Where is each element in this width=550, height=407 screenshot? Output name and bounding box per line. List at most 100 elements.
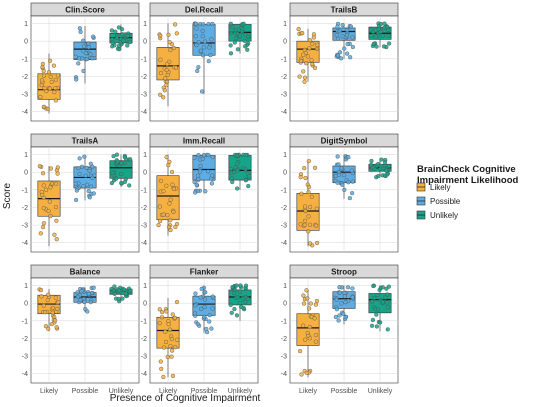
data-point: [169, 336, 174, 342]
data-point: [52, 89, 57, 95]
data-point: [205, 330, 210, 335]
data-point: [169, 169, 175, 175]
data-point: [112, 284, 117, 289]
data-point: [196, 40, 201, 45]
box-likely: [37, 287, 61, 332]
data-point: [375, 162, 381, 167]
data-point: [53, 318, 58, 323]
data-point: [345, 51, 350, 56]
data-point: [345, 41, 350, 47]
box-unlikely: [368, 283, 392, 332]
y-tick-label: -4: [281, 109, 287, 116]
data-point: [164, 67, 169, 73]
data-point: [305, 296, 310, 301]
data-point: [350, 179, 355, 184]
data-point: [83, 173, 88, 178]
data-point: [303, 208, 308, 214]
data-point: [203, 189, 208, 194]
data-point: [337, 29, 342, 34]
data-point: [196, 65, 201, 70]
data-point: [337, 290, 342, 295]
data-point: [241, 21, 246, 26]
data-point: [210, 21, 215, 27]
data-point: [338, 56, 344, 61]
data-point: [374, 324, 379, 329]
data-point: [38, 231, 43, 236]
data-point: [210, 173, 215, 178]
box-likely: [296, 159, 320, 248]
data-point: [307, 38, 313, 43]
y-tick-label: 0: [283, 301, 287, 308]
y-tick-label: -3: [22, 92, 28, 99]
data-point: [199, 306, 204, 311]
data-point: [378, 320, 383, 325]
data-point: [301, 293, 306, 298]
data-point: [82, 154, 87, 159]
data-point: [200, 28, 205, 34]
data-point: [53, 181, 59, 186]
data-point: [334, 297, 339, 302]
data-point: [348, 55, 353, 60]
data-point: [313, 223, 319, 228]
y-tick-label: -2: [281, 336, 287, 343]
box-iqr: [156, 316, 180, 349]
data-point: [81, 184, 86, 189]
data-point: [81, 44, 87, 49]
data-point: [314, 298, 320, 304]
y-tick-label: -3: [281, 354, 287, 361]
facet-panel-clin-score: Clin.Score 1 0 -1 -2 -3 -4: [22, 2, 140, 122]
data-point: [299, 372, 304, 377]
y-tick-label: -1: [281, 187, 287, 194]
data-point: [305, 54, 310, 59]
data-point: [198, 48, 203, 53]
data-point: [302, 222, 307, 227]
facet-panel-digitsymbol: DigitSymbol 1 0 -1 -2 -3 -4: [281, 133, 399, 253]
data-point: [238, 33, 243, 38]
data-point: [91, 34, 96, 39]
data-point: [81, 68, 86, 74]
data-point: [157, 204, 162, 209]
data-point: [109, 28, 115, 33]
data-point: [232, 40, 237, 45]
box-unlikely: [109, 152, 133, 188]
data-point: [37, 164, 42, 169]
y-tick-label: 0: [143, 301, 147, 308]
data-point: [173, 345, 178, 350]
data-point: [315, 42, 320, 47]
data-point: [370, 299, 375, 304]
data-point: [173, 22, 178, 27]
y-tick-label: 0: [24, 301, 28, 308]
facet-title: Imm.Recall: [183, 137, 225, 146]
data-point: [48, 74, 53, 79]
data-point: [86, 291, 91, 297]
box-possible: [73, 285, 97, 314]
x-tick-label: Likely: [159, 388, 177, 395]
data-point: [120, 296, 125, 301]
data-point: [339, 301, 344, 306]
data-point: [90, 175, 95, 180]
data-point: [111, 288, 116, 293]
data-point: [41, 183, 46, 188]
y-tick-label: -2: [22, 205, 28, 212]
data-point: [237, 300, 242, 306]
data-point: [247, 174, 252, 179]
data-point: [88, 300, 93, 305]
data-point: [166, 224, 172, 230]
data-point: [175, 337, 180, 342]
data-point: [309, 194, 314, 199]
data-point: [54, 237, 59, 242]
data-point: [333, 314, 338, 320]
y-tick-label: 0: [143, 39, 147, 46]
data-point: [39, 189, 44, 194]
data-point: [380, 300, 385, 305]
data-point: [41, 303, 46, 308]
data-point: [158, 33, 163, 38]
data-point: [41, 221, 46, 226]
box-unlikely: [109, 284, 133, 304]
data-point: [161, 374, 166, 380]
data-point: [207, 313, 212, 318]
data-point: [297, 349, 303, 354]
data-point: [194, 26, 199, 31]
data-point: [120, 32, 125, 37]
data-point: [193, 190, 198, 195]
